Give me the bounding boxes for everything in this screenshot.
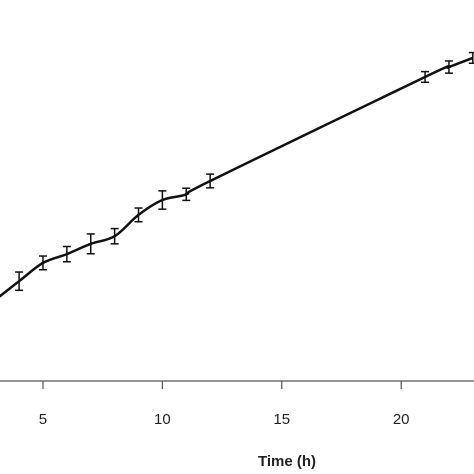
error-bar [444, 60, 453, 74]
error-bar [86, 233, 95, 255]
error-bar [421, 70, 430, 84]
x-tick-label: 20 [393, 411, 410, 428]
error-bar [134, 207, 143, 223]
plot-area [0, 51, 474, 298]
error-bar [206, 173, 215, 189]
error-bar [62, 245, 71, 263]
error-bar [38, 255, 47, 271]
error-bar [110, 227, 119, 245]
x-tick-label: 5 [39, 411, 47, 428]
x-axis-title: Time (h) [258, 453, 316, 470]
data-line [0, 56, 474, 298]
x-tick-label: 10 [154, 411, 171, 428]
error-bar [158, 190, 167, 210]
error-bar [182, 187, 191, 202]
x-tick-label: 15 [273, 411, 290, 428]
error-bar [15, 271, 24, 292]
error-bar [468, 51, 474, 64]
